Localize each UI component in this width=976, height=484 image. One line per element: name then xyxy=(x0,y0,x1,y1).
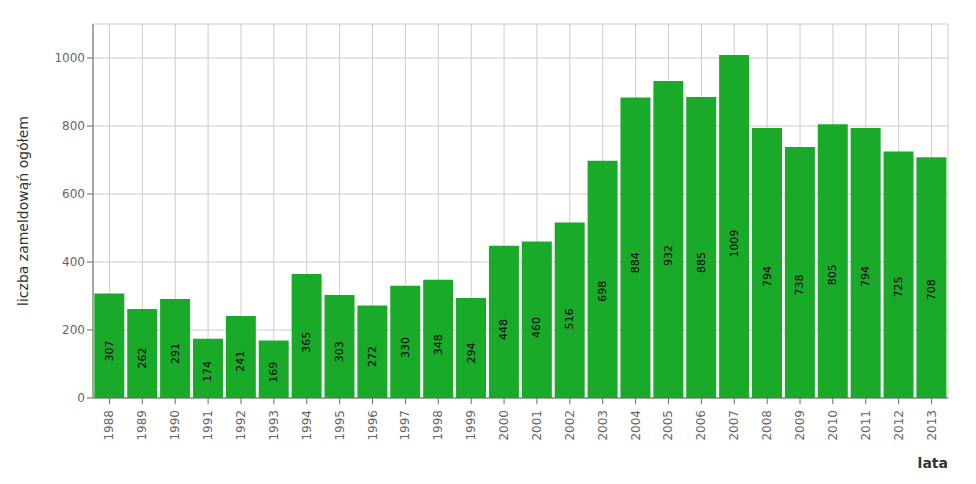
svg-text:698: 698 xyxy=(596,281,609,302)
svg-text:884: 884 xyxy=(629,252,642,273)
svg-text:2002: 2002 xyxy=(563,410,577,441)
svg-text:365: 365 xyxy=(300,332,313,353)
svg-text:330: 330 xyxy=(399,337,412,358)
svg-text:794: 794 xyxy=(761,266,774,287)
svg-text:2003: 2003 xyxy=(596,410,610,441)
svg-text:2011: 2011 xyxy=(859,410,873,441)
svg-text:800: 800 xyxy=(62,119,85,133)
svg-text:400: 400 xyxy=(62,255,85,269)
svg-text:1000: 1000 xyxy=(54,51,85,65)
svg-text:448: 448 xyxy=(497,319,510,340)
svg-text:2004: 2004 xyxy=(629,410,643,441)
svg-text:1993: 1993 xyxy=(267,410,281,441)
svg-text:303: 303 xyxy=(333,341,346,362)
svg-text:307: 307 xyxy=(103,341,116,362)
svg-text:2010: 2010 xyxy=(826,410,840,441)
svg-text:291: 291 xyxy=(169,343,182,364)
svg-text:lata: lata xyxy=(918,455,948,471)
svg-text:1996: 1996 xyxy=(366,410,380,441)
svg-text:1998: 1998 xyxy=(431,410,445,441)
svg-text:2008: 2008 xyxy=(760,410,774,441)
svg-text:2009: 2009 xyxy=(793,410,807,441)
svg-text:2006: 2006 xyxy=(694,410,708,441)
svg-text:0: 0 xyxy=(77,391,85,405)
svg-text:1991: 1991 xyxy=(201,410,215,441)
svg-text:516: 516 xyxy=(563,309,576,330)
svg-text:725: 725 xyxy=(892,277,905,298)
svg-text:1990: 1990 xyxy=(168,410,182,441)
svg-text:174: 174 xyxy=(201,361,214,382)
svg-text:241: 241 xyxy=(234,351,247,372)
svg-text:805: 805 xyxy=(826,264,839,285)
svg-text:794: 794 xyxy=(859,266,872,287)
svg-text:738: 738 xyxy=(793,275,806,296)
svg-text:1992: 1992 xyxy=(234,410,248,441)
svg-text:169: 169 xyxy=(267,362,280,383)
svg-text:2005: 2005 xyxy=(661,410,675,441)
svg-text:932: 932 xyxy=(662,245,675,266)
svg-text:1989: 1989 xyxy=(135,410,149,441)
svg-text:200: 200 xyxy=(62,323,85,337)
svg-text:262: 262 xyxy=(136,347,149,368)
svg-text:1994: 1994 xyxy=(300,410,314,441)
svg-text:2000: 2000 xyxy=(497,410,511,441)
svg-text:460: 460 xyxy=(530,317,543,338)
svg-text:1997: 1997 xyxy=(398,410,412,441)
svg-text:348: 348 xyxy=(432,334,445,355)
svg-text:885: 885 xyxy=(695,252,708,273)
svg-text:2012: 2012 xyxy=(892,410,906,441)
svg-text:2001: 2001 xyxy=(530,410,544,441)
svg-text:600: 600 xyxy=(62,187,85,201)
svg-text:2013: 2013 xyxy=(925,410,939,441)
svg-text:272: 272 xyxy=(366,346,379,367)
svg-text:294: 294 xyxy=(465,343,478,364)
svg-text:2007: 2007 xyxy=(727,410,741,441)
svg-text:1009: 1009 xyxy=(728,230,741,258)
svg-text:1988: 1988 xyxy=(102,410,116,441)
svg-text:708: 708 xyxy=(925,279,938,300)
svg-text:liczba zameldowąń ogółem: liczba zameldowąń ogółem xyxy=(15,116,31,306)
svg-text:1999: 1999 xyxy=(464,410,478,441)
svg-text:1995: 1995 xyxy=(333,410,347,441)
